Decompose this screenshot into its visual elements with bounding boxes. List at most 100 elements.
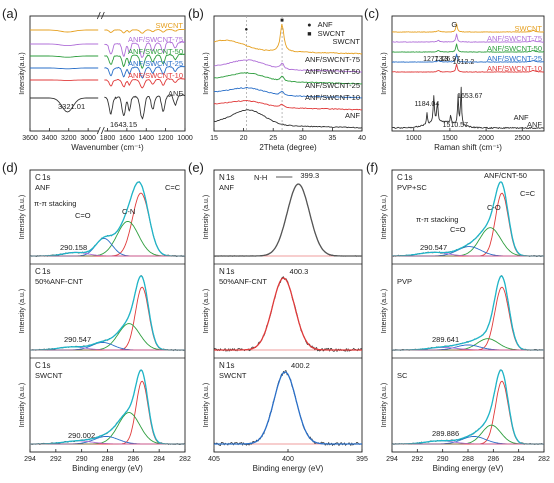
panel-d-orbital-label: 1s (42, 267, 50, 276)
panel-e-sample-label: ANF (219, 183, 234, 192)
panel-b-legend-marker: ● (307, 22, 311, 29)
panel-c-series-label: ANF/SWCNT-25 (487, 54, 542, 63)
panel-f-annotation: ANF/CNT-50 (484, 171, 527, 180)
panel-d-component-peak (30, 380, 185, 445)
panel-e-sample-label: 50%ANF-CNT (219, 277, 267, 286)
panel-a-x-tick-label: 3600 (22, 135, 38, 142)
panel-a-ylabel: Intensity(a.u.) (19, 52, 26, 94)
panel-b-x-tick-label: 25 (269, 135, 277, 142)
panel-e-raw-spectrum (213, 370, 363, 446)
panel-e-element-label: N (219, 267, 225, 276)
panel-d-raw-spectrum (29, 181, 186, 257)
panel-b-peak-marker: ● (245, 27, 249, 33)
panel-b-series-label: ANF/SWCNT-10 (305, 93, 360, 102)
panel-d-annotation: C=C (165, 183, 181, 192)
panel-c-series-label: ANF/SWCNT-10 (487, 64, 542, 73)
panel-b-x-tick-label: 35 (329, 135, 337, 142)
panel-f-component-peak (392, 380, 544, 445)
panel-a-x-tick-label: 1400 (138, 135, 154, 142)
panel-e-frame (213, 169, 363, 453)
panel-b-series-line (213, 23, 363, 55)
panel-a-series-label: SWCNT (156, 21, 184, 30)
panel-a-annotation: 1643.15 (110, 120, 137, 129)
panel-b-series-line (213, 72, 363, 85)
panel-e-xlabel: Binding energy (eV) (253, 464, 324, 473)
panel-d-annotation: 290.002 (68, 431, 95, 440)
panel-f-raw-spectrum (391, 369, 545, 445)
panel-c-annotation: 1510.57 (443, 122, 468, 129)
panel-d-frame (29, 169, 186, 453)
panel-a-xlabel: Wavenumber (cm⁻¹) (71, 143, 144, 152)
panel-d-ylabel: Intensity (a.u.) (19, 195, 26, 239)
panel-e-orbital-label: 1s (226, 267, 234, 276)
panel-b-x-tick-label: 15 (210, 135, 218, 142)
panel-e-raw-spectrum (213, 183, 363, 257)
panel-e-x-tick-label: 400 (282, 456, 294, 463)
panel-f-element-label: C (397, 173, 403, 182)
panel-d-x-tick-label: 288 (102, 456, 114, 463)
panel-f-raw-spectrum (391, 275, 545, 351)
panel-d-sample-label: ANF (35, 183, 50, 192)
panel-f-x-tick-label: 292 (411, 456, 423, 463)
panel-e-element-label: N (219, 361, 225, 370)
panel-a-series-label: ANF/SWCNT-50 (128, 47, 183, 56)
panel-d-ylabel: Intensity (a.u.) (19, 383, 26, 427)
panel-f-x-tick-label: 282 (538, 456, 550, 463)
panel-b-series-label: ANF/SWCNT-75 (305, 55, 360, 64)
panel-b-series-label: ANF/SWCNT-25 (305, 81, 360, 90)
panel-d-x-tick-label: 284 (153, 456, 165, 463)
panel-e-orbital-label: 1s (226, 173, 234, 182)
panel-f-sample-label: PVP+SC (397, 183, 427, 192)
panel-f-annotation: C=O (450, 225, 466, 234)
panel-c-series-line (392, 43, 545, 53)
panel-a-series-label: ANF/SWCNT-75 (128, 35, 183, 44)
panel-b-legend-label: ANF (318, 20, 333, 29)
panel-c-ylabel: Intensity(a.u.) (381, 52, 388, 94)
panel-b-series-label: ANF (345, 111, 360, 120)
panel-c-series-line (391, 86, 545, 129)
panel-c-series-label: ANF (527, 120, 542, 129)
panel-d-orbital-label: 1s (42, 361, 50, 370)
panel-d-component-peak (30, 412, 185, 445)
panel-d-element-label: C (35, 361, 41, 370)
panel-c-x-tick-label: 2500 (514, 135, 530, 142)
panel-a-axis-break-top (96, 11, 105, 20)
panel-f-label: (f) (366, 160, 378, 175)
panel-f-component-peak (392, 227, 544, 257)
panel-d-annotation: 290.547 (64, 335, 91, 344)
panel-a-x-tick-label: 1200 (158, 135, 174, 142)
panel-f-x-tick-label: 288 (462, 456, 474, 463)
panel-c-annotation: 1612.2 (453, 59, 475, 66)
panel-a-series-line (30, 53, 186, 69)
panel-b-xlabel: 2Theta (degree) (259, 143, 317, 152)
panel-d-annotation: C-N (122, 207, 135, 216)
panel-e-orbital-label: 1s (226, 361, 234, 370)
panel-c-series-label: ANF/SWCNT-50 (487, 44, 542, 53)
panel-e-sample-label: SWCNT (219, 371, 247, 380)
panel-f-annotation: 290.547 (420, 243, 447, 252)
panel-a-break-mask (98, 127, 105, 133)
panel-f-component-peak (392, 286, 544, 351)
panel-d-ylabel: Intensity (a.u.) (19, 289, 26, 333)
panel-f-envelope-fit (392, 275, 544, 351)
panel-a-label: (a) (2, 6, 18, 21)
panel-d-raw-spectrum (30, 370, 186, 446)
panel-a-series-label: ANF (168, 89, 183, 98)
panel-b-legend-label: SWCNT (318, 29, 346, 38)
panel-a-series-line (30, 40, 186, 58)
panel-b-series-line (213, 109, 363, 129)
panel-a-series-line (30, 78, 186, 89)
panel-c-xlabel: Raman shift (cm⁻¹) (434, 143, 502, 152)
panel-b-x-tick-label: 30 (299, 135, 307, 142)
panel-d-annotation: 290.158 (60, 243, 87, 252)
panel-b-x-tick-label: 40 (358, 135, 366, 142)
panel-e-ylabel: Intensity (a.u.) (203, 289, 210, 333)
panel-c-annotation: 1326.97 (435, 56, 460, 63)
panel-a-x-tick-label: 3000 (80, 135, 96, 142)
panel-b-legend-marker: ■ (307, 31, 311, 38)
panel-d-envelope-fit (30, 181, 185, 257)
panel-b-series-line (213, 100, 363, 111)
panel-e-ylabel: Intensity (a.u.) (203, 195, 210, 239)
panel-d-envelope-fit (30, 369, 185, 445)
